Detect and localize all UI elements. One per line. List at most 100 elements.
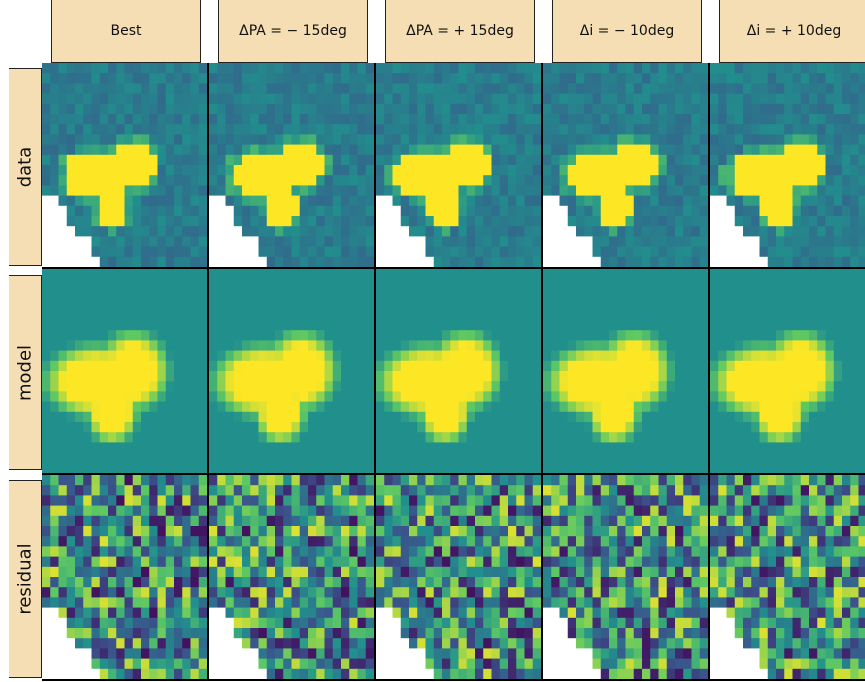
pixel bbox=[433, 269, 443, 280]
pixel bbox=[625, 556, 635, 568]
pixel bbox=[450, 205, 460, 217]
pixel bbox=[551, 566, 561, 578]
pixel bbox=[376, 63, 385, 74]
data-panel-1 bbox=[209, 63, 376, 269]
pixel bbox=[508, 668, 517, 679]
pixel bbox=[450, 63, 460, 74]
pixel bbox=[299, 93, 309, 105]
pixel bbox=[551, 668, 561, 679]
pixel bbox=[250, 216, 260, 227]
pixel bbox=[691, 462, 701, 473]
pixel bbox=[592, 144, 602, 156]
pixel bbox=[108, 638, 117, 649]
pixel bbox=[66, 114, 76, 125]
pixel bbox=[132, 587, 142, 598]
pixel bbox=[450, 442, 460, 454]
pixel bbox=[576, 330, 585, 341]
pixel bbox=[250, 485, 260, 496]
pixel bbox=[283, 515, 293, 527]
pixel bbox=[691, 175, 701, 186]
pixel bbox=[392, 83, 402, 95]
pixel bbox=[466, 452, 476, 464]
pixel bbox=[658, 185, 668, 197]
pixel bbox=[66, 381, 76, 392]
pixel bbox=[132, 330, 142, 341]
pixel bbox=[617, 246, 627, 258]
pixel bbox=[675, 648, 684, 660]
pixel bbox=[291, 475, 301, 486]
pixel bbox=[499, 256, 509, 267]
pixel bbox=[767, 73, 777, 84]
pixel bbox=[66, 577, 76, 588]
pixel bbox=[650, 63, 660, 74]
pixel bbox=[532, 144, 541, 156]
pixel bbox=[299, 485, 309, 496]
pixel bbox=[357, 401, 367, 413]
pixel bbox=[275, 485, 284, 496]
pixel bbox=[217, 648, 227, 660]
pixel bbox=[190, 134, 200, 146]
pixel bbox=[165, 309, 175, 321]
pixel bbox=[576, 495, 585, 507]
pixel bbox=[617, 452, 627, 464]
pixel bbox=[42, 391, 51, 403]
pixel bbox=[42, 236, 51, 248]
pixel bbox=[99, 350, 109, 362]
pixel bbox=[132, 63, 142, 74]
pixel bbox=[499, 597, 509, 609]
pixel bbox=[617, 350, 627, 362]
pixel bbox=[433, 226, 443, 237]
pixel bbox=[384, 340, 394, 352]
pixel bbox=[141, 185, 150, 197]
pixel bbox=[642, 381, 651, 392]
pixel bbox=[332, 587, 342, 598]
pixel bbox=[141, 371, 150, 382]
pixel bbox=[499, 165, 509, 176]
pixel bbox=[308, 73, 317, 84]
pixel bbox=[174, 648, 183, 660]
pixel bbox=[157, 597, 167, 609]
pixel bbox=[450, 360, 460, 372]
pixel bbox=[99, 422, 109, 433]
pixel bbox=[691, 597, 701, 609]
pixel bbox=[650, 360, 660, 372]
pixel bbox=[250, 103, 260, 115]
pixel bbox=[475, 556, 484, 568]
pixel bbox=[551, 411, 561, 423]
pixel bbox=[190, 505, 200, 517]
pixel bbox=[584, 236, 594, 248]
pixel bbox=[83, 226, 93, 237]
pixel bbox=[349, 205, 359, 217]
pixel bbox=[710, 114, 719, 125]
pixel bbox=[642, 401, 651, 413]
pixel bbox=[357, 330, 367, 341]
pixel bbox=[266, 114, 276, 125]
pixel bbox=[567, 505, 577, 517]
pixel bbox=[524, 350, 534, 362]
pixel bbox=[182, 350, 192, 362]
pixel bbox=[409, 505, 418, 517]
pixel bbox=[233, 391, 243, 403]
pixel bbox=[617, 134, 627, 146]
pixel bbox=[174, 330, 183, 341]
pixel bbox=[349, 475, 359, 486]
pixel bbox=[66, 83, 76, 95]
pixel bbox=[576, 587, 585, 598]
pixel bbox=[425, 340, 435, 352]
pixel bbox=[75, 124, 84, 135]
pixel bbox=[124, 505, 134, 517]
pixel bbox=[42, 246, 51, 258]
pixel bbox=[209, 144, 218, 156]
pixel bbox=[157, 638, 167, 649]
pixel bbox=[483, 617, 493, 629]
pixel bbox=[349, 154, 359, 166]
pixel bbox=[576, 597, 585, 609]
pixel bbox=[258, 256, 268, 267]
pixel bbox=[425, 668, 435, 679]
pixel bbox=[551, 401, 561, 413]
pixel bbox=[165, 124, 175, 135]
pixel bbox=[357, 124, 367, 135]
pixel bbox=[691, 320, 701, 331]
pixel bbox=[91, 320, 101, 331]
pixel bbox=[316, 391, 326, 403]
